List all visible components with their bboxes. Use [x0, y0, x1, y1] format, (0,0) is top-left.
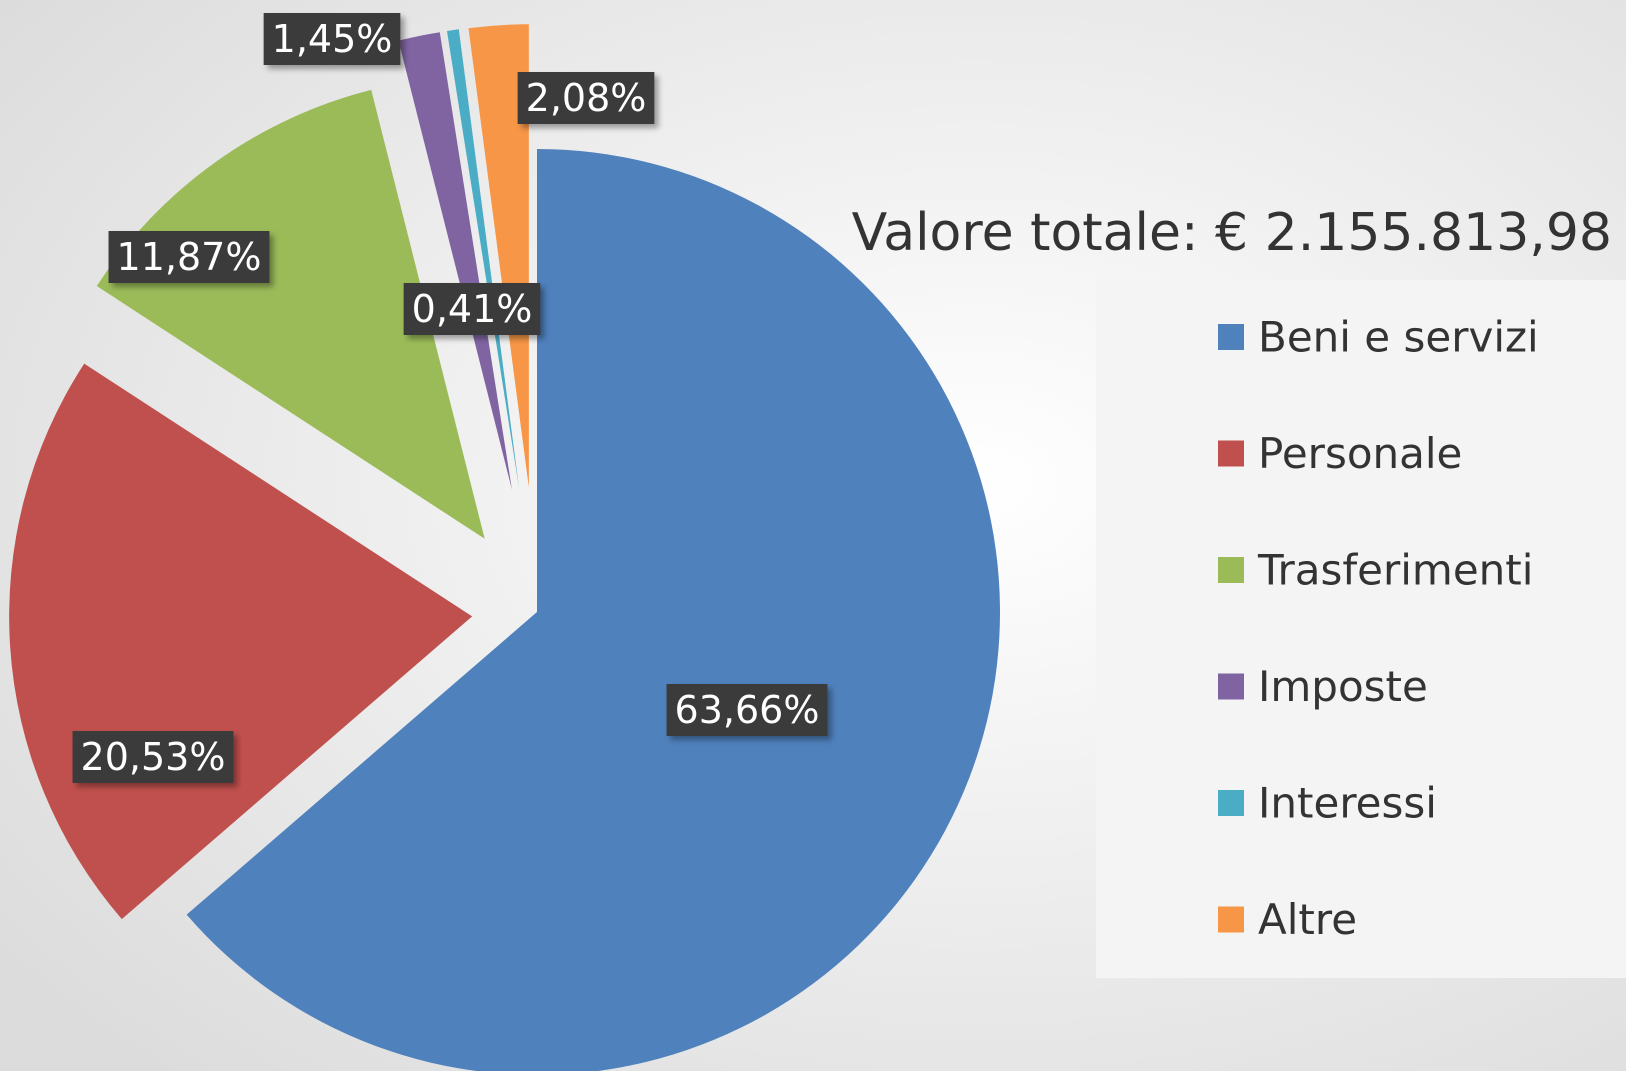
- data-label-box: [666, 684, 828, 736]
- pie-slice: [446, 29, 520, 489]
- legend-swatch: [1218, 673, 1244, 700]
- legend-swatch: [1218, 440, 1244, 467]
- legend-label: Imposte: [1258, 662, 1428, 711]
- legend-label: Interessi: [1258, 779, 1437, 828]
- pie-slice: [186, 149, 1000, 1071]
- pie-slice: [468, 24, 529, 488]
- data-label: 20,53%: [81, 735, 226, 779]
- data-label: 1,45%: [272, 17, 393, 61]
- data-label: 63,66%: [675, 688, 820, 732]
- legend-swatch: [1218, 324, 1244, 350]
- data-label: 11,87%: [117, 235, 262, 279]
- legend: Beni e servizi Personale Trasferimenti Impo…: [1218, 313, 1539, 944]
- pie-slice: [398, 32, 512, 490]
- chart-title: Valore totale: € 2.155.813,98: [852, 203, 1612, 263]
- data-label-box: [72, 731, 234, 783]
- legend-swatch: [1218, 906, 1244, 933]
- data-label: 0,41%: [412, 287, 533, 331]
- data-label-box: [517, 72, 655, 124]
- legend-label: Altre: [1258, 895, 1357, 944]
- legend-label: Beni e servizi: [1258, 313, 1539, 362]
- data-labels: 63,66% 20,53% 11,87% 1,45% 0,41% 2,08%: [72, 13, 828, 783]
- data-label-box: [403, 283, 541, 335]
- legend-panel: [1096, 280, 1626, 978]
- legend-swatch: [1218, 790, 1244, 816]
- legend-label: Personale: [1258, 429, 1462, 478]
- data-label: 2,08%: [526, 76, 647, 120]
- legend-swatch: [1218, 557, 1244, 583]
- data-label-box: [263, 13, 401, 65]
- pie-slice: [96, 89, 485, 539]
- legend-label: Trasferimenti: [1257, 546, 1533, 595]
- data-label-box: [108, 231, 270, 283]
